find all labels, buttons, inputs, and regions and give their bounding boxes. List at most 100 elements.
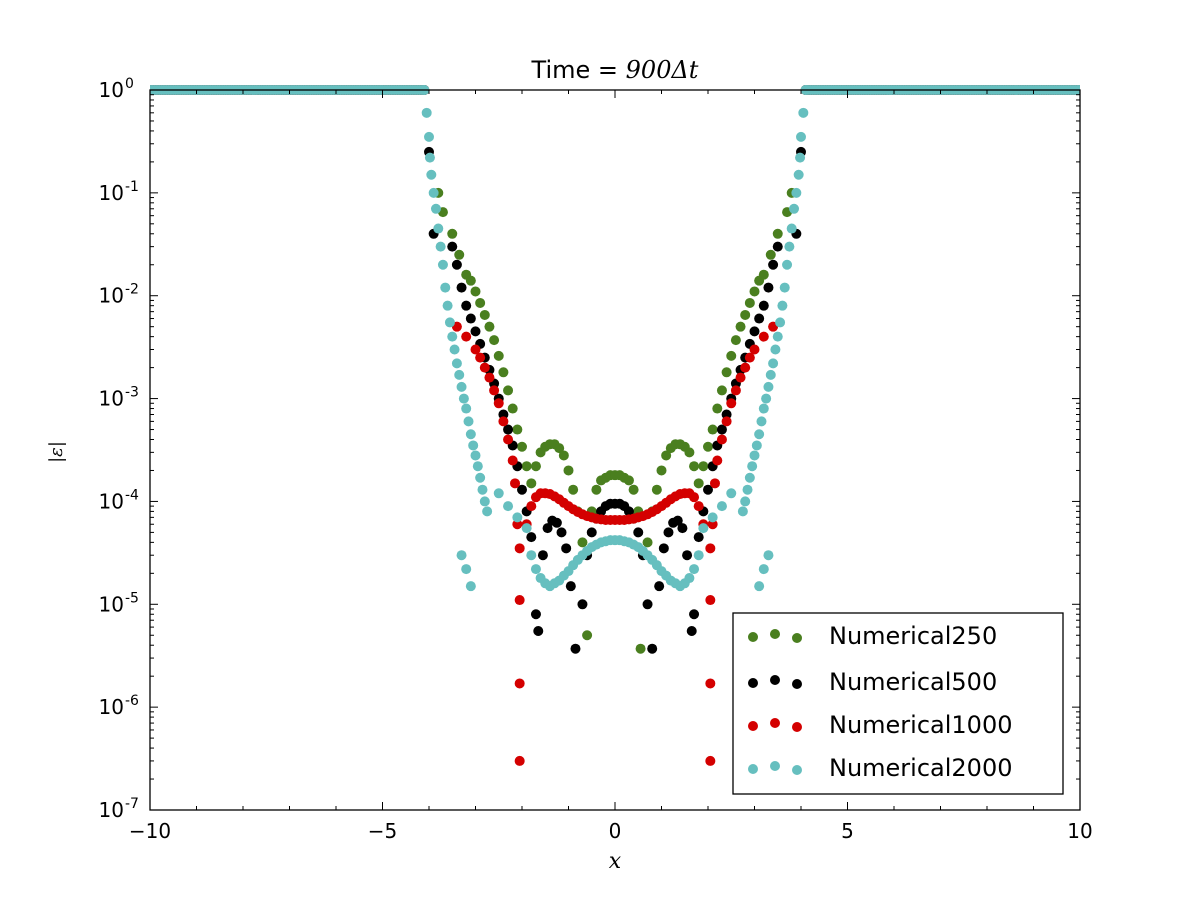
x-tick-label: 0 xyxy=(609,819,622,843)
legend-label: Numerical1000 xyxy=(829,711,1013,739)
point xyxy=(705,543,716,554)
legend-marker xyxy=(770,675,780,685)
y-tick-exponent: -7 xyxy=(125,796,139,812)
legend-marker xyxy=(792,722,802,732)
chart-title-prefix: Time = xyxy=(531,56,626,84)
point xyxy=(647,643,658,654)
point xyxy=(698,461,709,472)
point xyxy=(498,409,509,420)
point xyxy=(635,643,646,654)
point xyxy=(470,286,481,297)
point xyxy=(707,512,718,523)
point xyxy=(526,501,537,512)
point xyxy=(461,403,472,414)
point xyxy=(758,403,769,414)
point xyxy=(721,409,732,420)
point xyxy=(461,300,472,311)
point xyxy=(642,599,653,610)
point xyxy=(789,203,800,214)
point xyxy=(689,461,700,472)
point xyxy=(565,581,576,592)
point xyxy=(758,564,769,575)
y-tick-label: 10 xyxy=(99,284,124,308)
legend-marker xyxy=(748,764,758,774)
point xyxy=(479,362,490,373)
x-axis-label: x xyxy=(609,849,622,874)
point xyxy=(726,398,737,409)
point xyxy=(568,484,579,495)
x-tick-label: 10 xyxy=(1067,819,1092,843)
point xyxy=(721,416,732,427)
point xyxy=(470,450,481,461)
y-tick-exponent: -4 xyxy=(125,487,139,503)
point xyxy=(777,300,788,311)
point xyxy=(795,152,806,163)
point xyxy=(726,350,737,361)
point xyxy=(591,484,602,495)
point xyxy=(521,523,532,534)
point xyxy=(558,450,569,461)
point xyxy=(577,537,588,548)
y-tick-label: 10 xyxy=(99,78,124,102)
chart-title-math: 900Δt xyxy=(626,56,699,84)
point xyxy=(530,461,541,472)
point xyxy=(744,472,755,483)
point xyxy=(740,496,751,507)
point xyxy=(730,335,741,346)
point xyxy=(737,506,748,517)
point xyxy=(468,440,479,451)
y-tick-label: 10 xyxy=(99,489,124,513)
point xyxy=(703,441,713,452)
point xyxy=(721,367,732,378)
point xyxy=(424,152,435,163)
point xyxy=(489,335,500,346)
point xyxy=(517,441,527,452)
point xyxy=(682,550,693,561)
y-tick-label: 10 xyxy=(99,592,124,616)
point xyxy=(454,369,465,380)
point xyxy=(454,249,465,260)
legend-label: Numerical500 xyxy=(829,668,997,696)
y-tick-label: 10 xyxy=(99,387,124,411)
point xyxy=(716,501,727,512)
point xyxy=(503,501,514,512)
point xyxy=(744,352,755,363)
y-tick-label: 10 xyxy=(99,695,124,719)
point xyxy=(623,475,634,486)
point xyxy=(735,372,746,383)
point xyxy=(689,492,700,503)
point xyxy=(463,416,474,427)
point xyxy=(768,358,779,369)
point xyxy=(661,450,672,461)
point xyxy=(570,643,581,654)
point xyxy=(765,249,776,260)
point xyxy=(693,501,704,512)
legend-marker xyxy=(792,765,802,775)
point xyxy=(663,527,674,538)
point xyxy=(651,484,662,495)
point xyxy=(514,678,525,689)
point xyxy=(489,385,500,396)
point xyxy=(705,755,716,766)
legend-marker xyxy=(748,632,758,642)
point xyxy=(633,527,644,538)
point xyxy=(693,478,704,489)
point xyxy=(447,331,458,342)
legend-marker xyxy=(748,678,758,688)
point xyxy=(782,259,793,270)
legend-marker xyxy=(792,633,802,643)
legend-entry: Numerical500 xyxy=(748,668,997,696)
point xyxy=(482,506,493,517)
point xyxy=(451,259,462,270)
point xyxy=(484,372,495,383)
point xyxy=(577,599,588,610)
point xyxy=(689,564,700,575)
point xyxy=(656,465,667,476)
point xyxy=(458,393,469,404)
point xyxy=(749,344,760,355)
legend-label: Numerical2000 xyxy=(829,754,1013,782)
point xyxy=(465,275,476,286)
point xyxy=(475,297,486,308)
point xyxy=(503,424,514,435)
